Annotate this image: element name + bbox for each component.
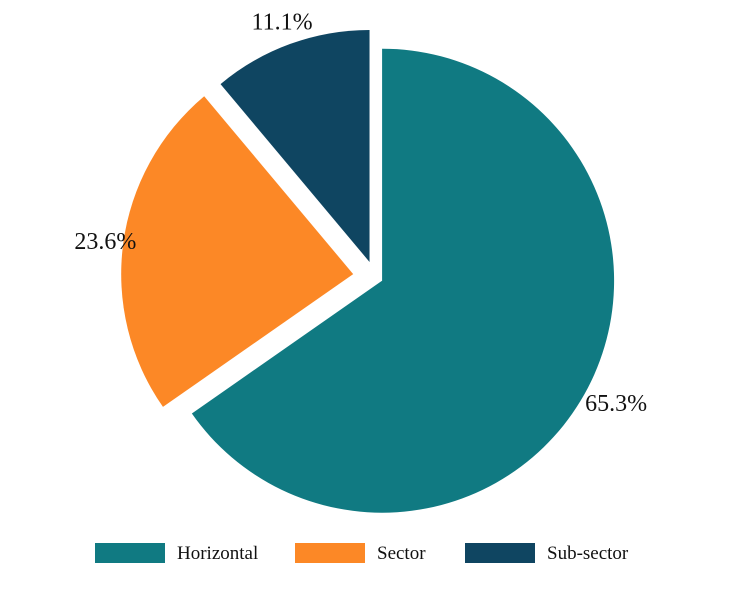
legend-swatch [295, 543, 365, 563]
legend-swatch [95, 543, 165, 563]
legend-label: Sector [377, 543, 426, 564]
legend-swatch [465, 543, 535, 563]
legend: Horizontal Sector Sub-sector [95, 543, 629, 564]
legend-entry-sub-sector: Sub-sector [465, 543, 629, 564]
pie-slice-sector [121, 96, 354, 407]
slice-label-sub-sector: 11.1% [252, 9, 313, 35]
pie-slice-labels: 65.3% 23.6% 11.1% [74, 9, 647, 416]
slice-label-sector: 23.6% [74, 229, 136, 255]
legend-entry-horizontal: Horizontal [95, 543, 258, 564]
legend-label: Horizontal [177, 543, 258, 564]
pie-slices [121, 29, 615, 513]
slice-label-horizontal: 65.3% [585, 391, 647, 417]
legend-entry-sector: Sector [295, 543, 426, 564]
pie-slice-sub-sector [220, 29, 370, 262]
pie-slice-horizontal [191, 48, 615, 513]
legend-label: Sub-sector [547, 543, 629, 564]
